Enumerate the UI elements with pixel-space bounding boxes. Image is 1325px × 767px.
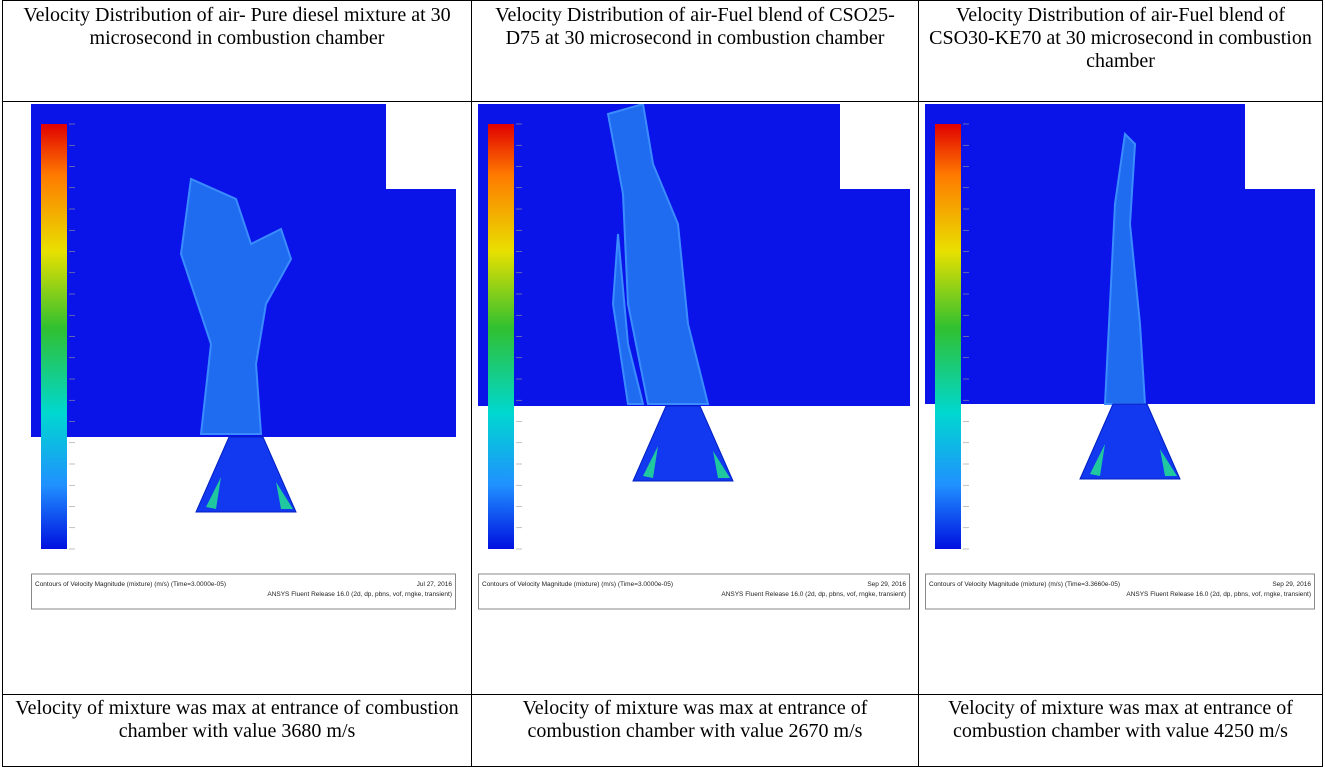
image-cell: Contours of Velocity Magnitude (mixture)… xyxy=(919,102,1323,695)
plot-software: ANSYS Fluent Release 16.0 (2d, dp, pbns,… xyxy=(267,591,452,598)
blank-region xyxy=(1245,104,1315,189)
header-cell: Velocity Distribution of air-Fuel blend … xyxy=(919,1,1323,102)
contour-plot: Contours of Velocity Magnitude (mixture)… xyxy=(925,104,1315,614)
header-cell: Velocity Distribution of air- Pure diese… xyxy=(3,1,472,102)
colorbar xyxy=(935,124,961,549)
plot-caption: Contours of Velocity Magnitude (mixture)… xyxy=(482,581,673,588)
comparison-table: Velocity Distribution of air- Pure diese… xyxy=(2,0,1323,767)
blank-region xyxy=(386,104,456,189)
plot-date: Sep 29, 2016 xyxy=(1272,581,1311,588)
colorbar xyxy=(488,124,514,549)
footer-cell: Velocity of mixture was max at entrance … xyxy=(919,695,1323,767)
plot-date: Sep 29, 2016 xyxy=(867,581,906,588)
plot: Contours of Velocity Magnitude (mixture)… xyxy=(31,104,471,614)
contour-plot: Contours of Velocity Magnitude (mixture)… xyxy=(31,104,456,614)
plot-caption: Contours of Velocity Magnitude (mixture)… xyxy=(929,581,1120,588)
contour-plot: Contours of Velocity Magnitude (mixture)… xyxy=(478,104,910,614)
plot-caption: Contours of Velocity Magnitude (mixture)… xyxy=(35,581,226,588)
plot-software: ANSYS Fluent Release 16.0 (2d, dp, pbns,… xyxy=(1126,591,1311,598)
plot: Contours of Velocity Magnitude (mixture)… xyxy=(925,104,1322,614)
colorbar xyxy=(41,124,67,549)
plot-date: Jul 27, 2016 xyxy=(417,581,453,588)
footer-cell: Velocity of mixture was max at entrance … xyxy=(472,695,919,767)
image-cell: Contours of Velocity Magnitude (mixture)… xyxy=(472,102,919,695)
blank-region xyxy=(840,104,910,189)
plot: Contours of Velocity Magnitude (mixture)… xyxy=(478,104,918,614)
plot-software: ANSYS Fluent Release 16.0 (2d, dp, pbns,… xyxy=(721,591,906,598)
header-cell: Velocity Distribution of air-Fuel blend … xyxy=(472,1,919,102)
image-cell: Contours of Velocity Magnitude (mixture)… xyxy=(3,102,472,695)
footer-cell: Velocity of mixture was max at entrance … xyxy=(3,695,472,767)
